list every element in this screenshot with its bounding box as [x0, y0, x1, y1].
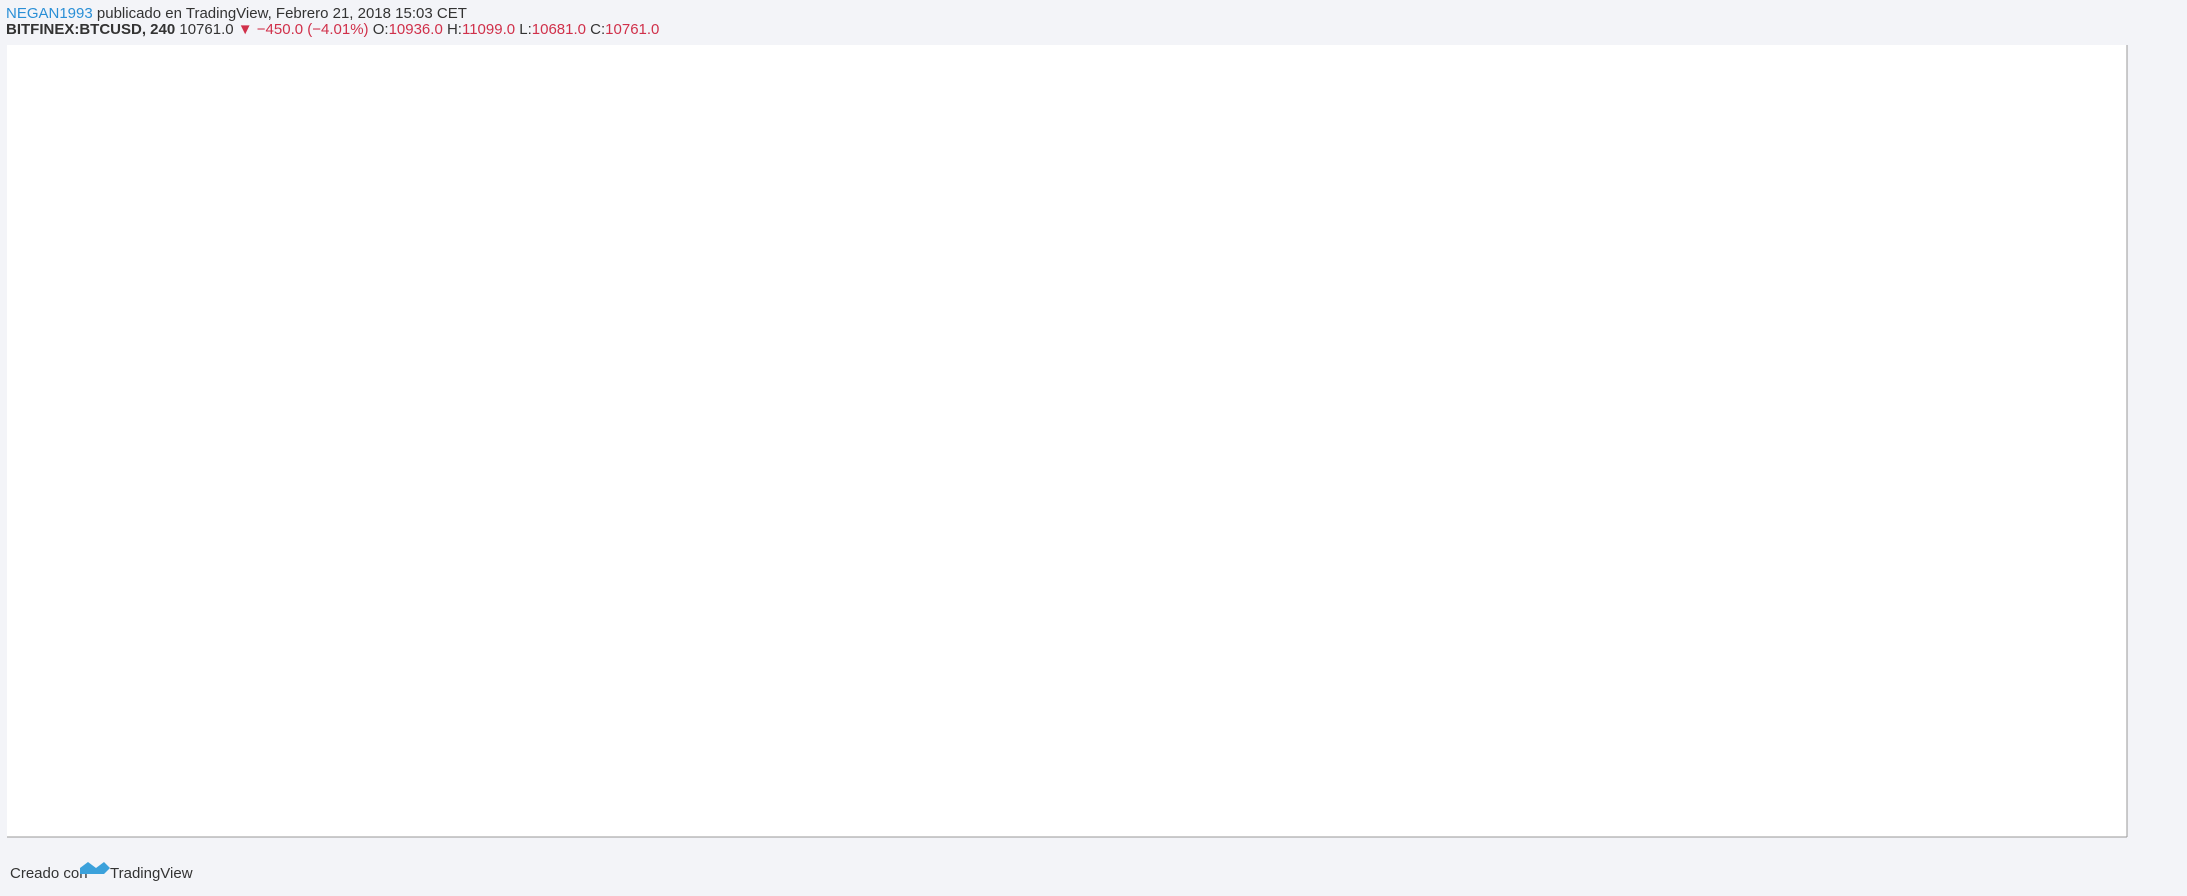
footer-brand: TradingView	[110, 865, 193, 882]
header: NEGAN1993 publicado en TradingView, Febr…	[6, 5, 659, 38]
l-label: L:	[519, 21, 532, 38]
h-label: H:	[447, 21, 462, 38]
user: NEGAN1993	[6, 5, 93, 22]
o-value: 10936.0	[389, 21, 443, 38]
footer-made: Creado con	[10, 865, 88, 882]
header-line: NEGAN1993 publicado en TradingView, Febr…	[6, 5, 467, 22]
footer-bg	[0, 858, 2187, 891]
plot-area	[7, 45, 2127, 837]
c-value: 10761.0	[605, 21, 659, 38]
symbol: BITFINEX:BTCUSD, 240	[6, 21, 175, 38]
o-label: O:	[373, 21, 389, 38]
tv-logo	[80, 862, 110, 874]
price: 10761.0	[179, 21, 233, 38]
published: publicado en TradingView, Febrero 21, 20…	[97, 5, 467, 22]
c-label: C:	[590, 21, 605, 38]
change: ▼ −450.0 (−4.01%)	[238, 21, 369, 38]
h-value: 11099.0	[462, 21, 515, 38]
quote-line: BITFINEX:BTCUSD, 240 10761.0 ▼ −450.0 (−…	[6, 21, 659, 38]
l-value: 10681.0	[532, 21, 586, 38]
